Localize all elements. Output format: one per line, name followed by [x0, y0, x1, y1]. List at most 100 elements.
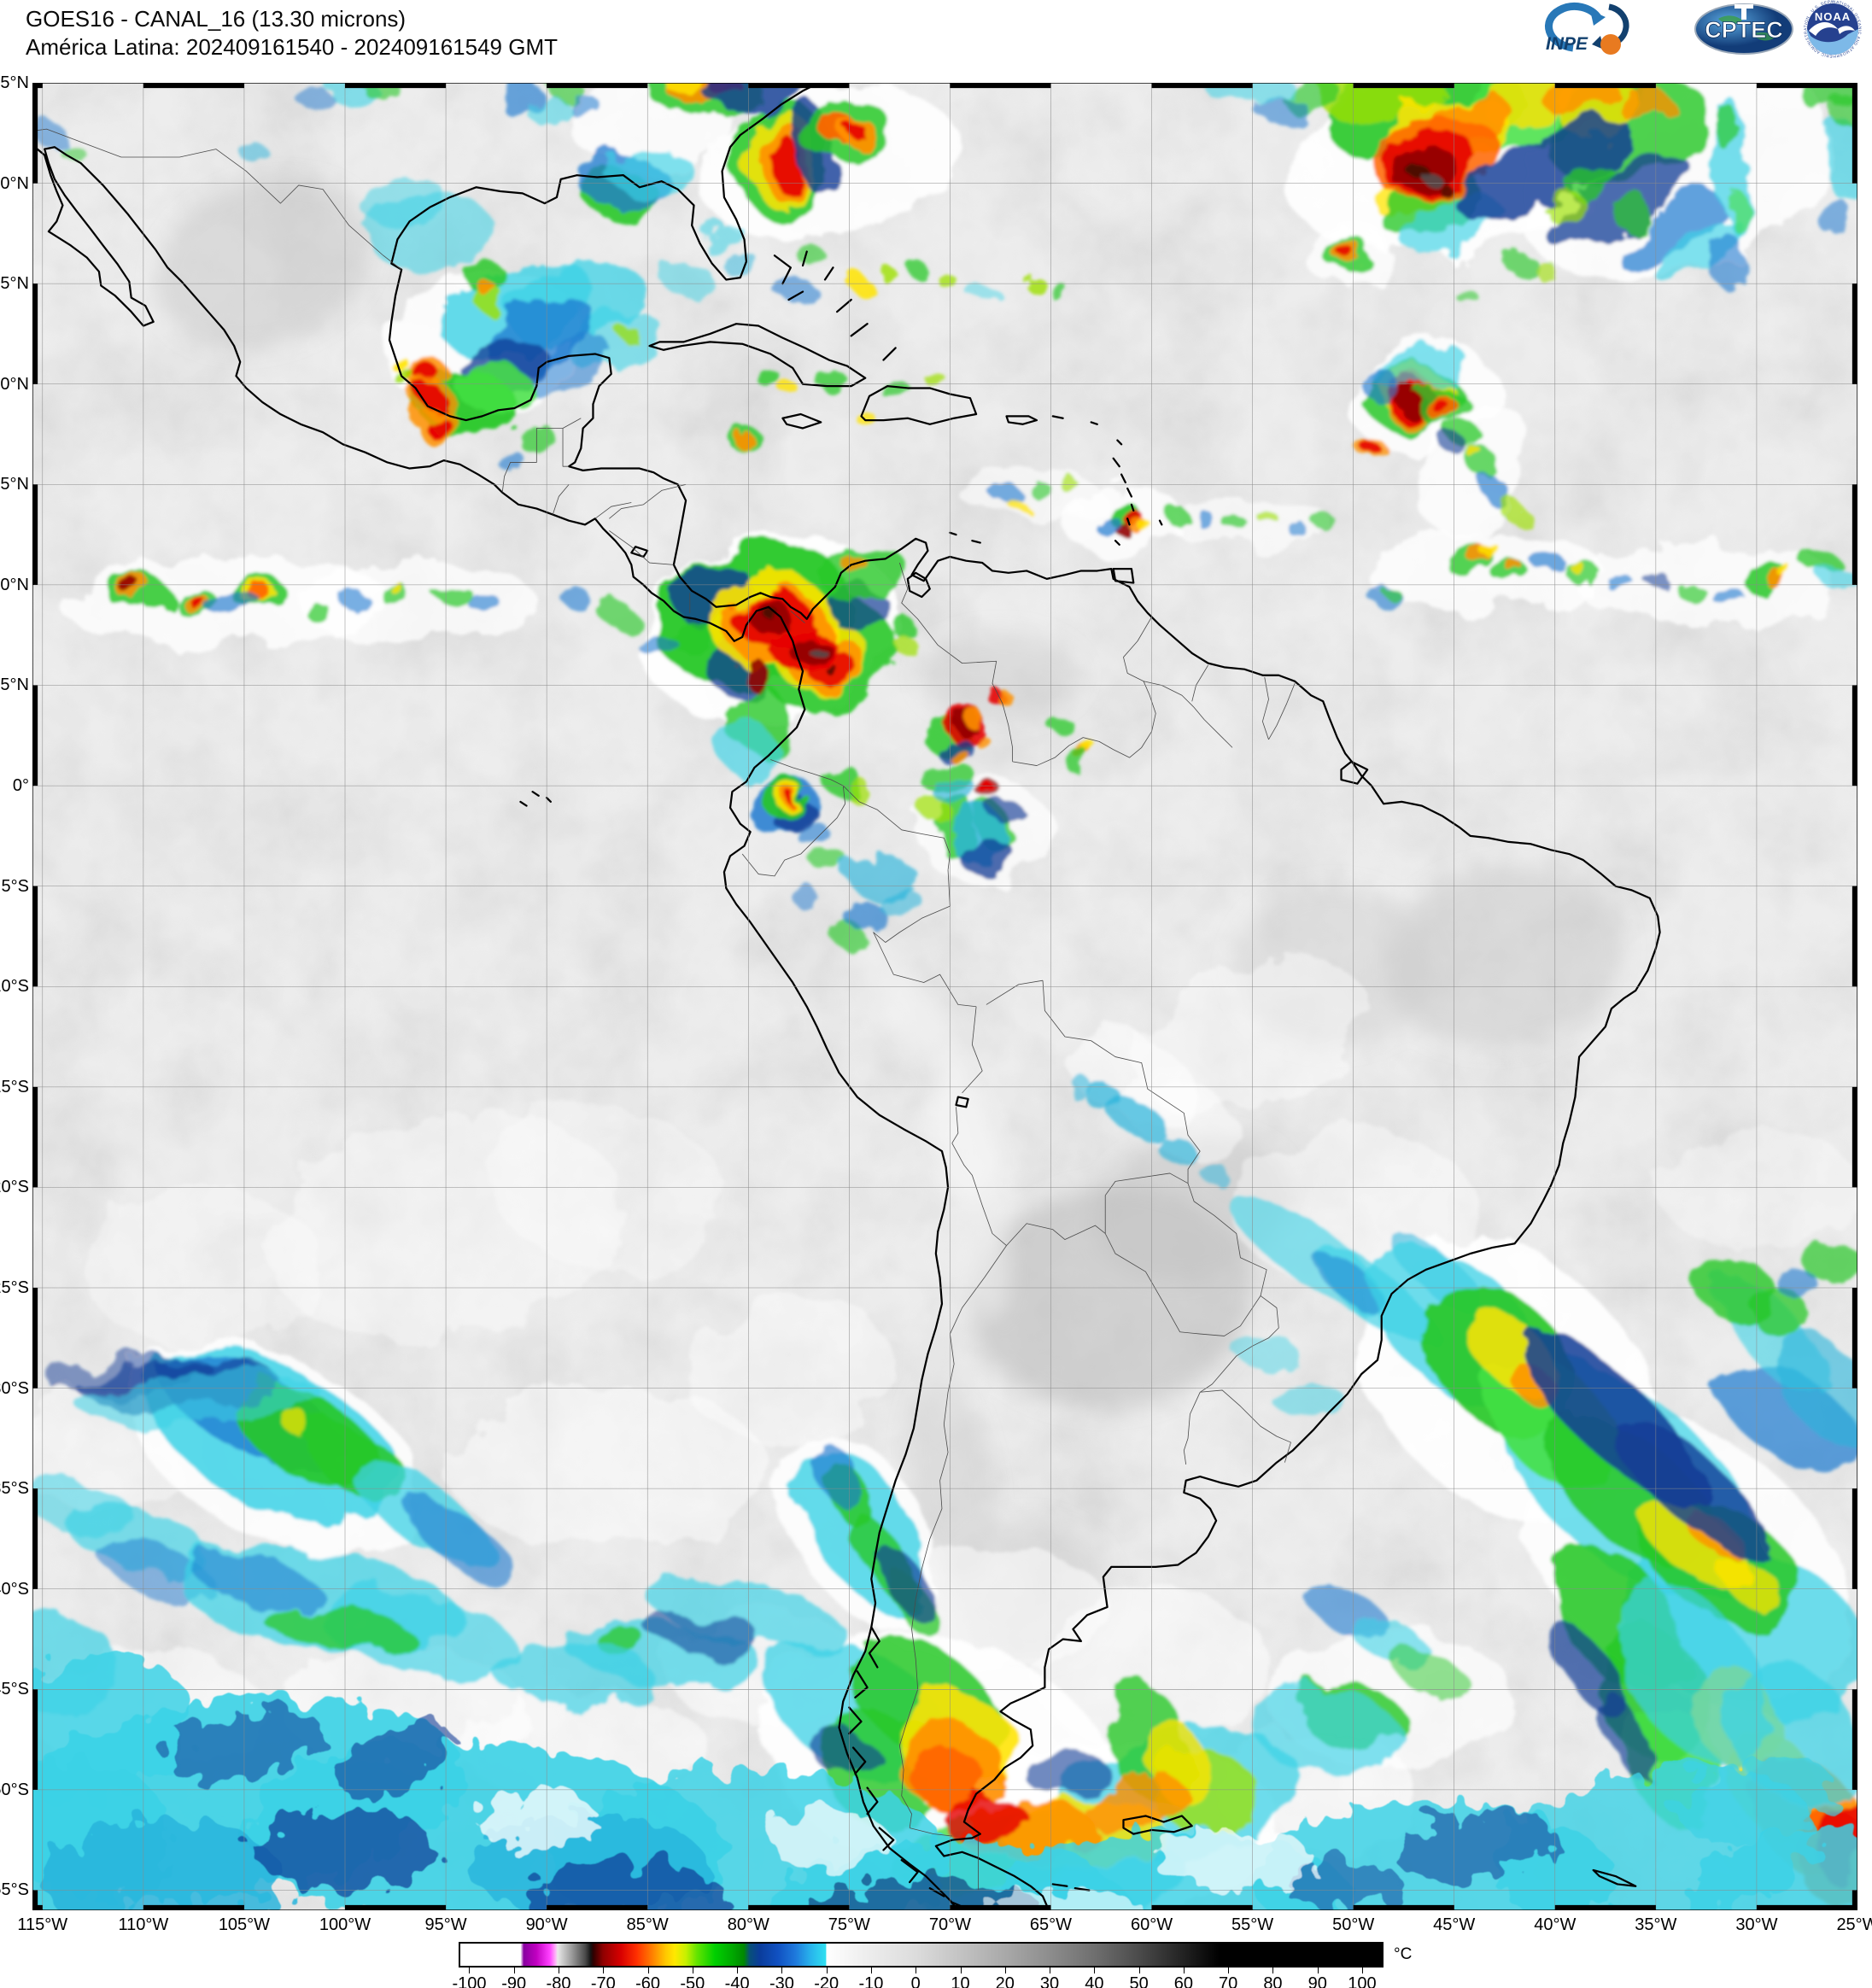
- coastline: [906, 571, 931, 599]
- colorbar-tick-label: 100: [1348, 1974, 1377, 1988]
- coastline: [773, 250, 897, 361]
- colorbar-tick: [1183, 1968, 1185, 1973]
- cloud-blob: [851, 126, 869, 141]
- cloud-blob: [1049, 284, 1069, 300]
- colorbar-tick: [781, 1968, 783, 1973]
- colorbar-tick: [737, 1968, 739, 1973]
- colorbar-tick-label: -100: [452, 1974, 487, 1988]
- cloud-blob: [1394, 1812, 1555, 1880]
- coastline: [1340, 760, 1369, 785]
- cloud-blob: [1228, 520, 1253, 537]
- cloud-blob: [566, 94, 600, 115]
- cloud-blob: [844, 901, 891, 936]
- cloud-blob: [1252, 91, 1302, 120]
- lat-label: 40°S: [0, 1579, 29, 1599]
- coastline: [949, 415, 1163, 546]
- country-border: [501, 418, 805, 623]
- lat-label: 0°: [12, 776, 29, 796]
- cloud-blob: [793, 888, 822, 909]
- cloud-blob: [340, 1722, 451, 1798]
- country-border: [986, 979, 1201, 1246]
- cloud-blob: [1439, 184, 1454, 198]
- cloud-blob: [1825, 570, 1857, 595]
- cptec-continent-icon: [1718, 15, 1742, 25]
- lon-label: 45°W: [1433, 1915, 1476, 1934]
- inpe-wordmark: INPE: [1546, 34, 1588, 54]
- cloud-blob: [424, 389, 448, 412]
- lon-label: 110°W: [118, 1915, 169, 1934]
- cptec-antenna-icon: [1741, 4, 1746, 20]
- cloud-blob: [1544, 191, 1582, 219]
- cloud-blob: [732, 430, 752, 447]
- lat-label: 35°N: [0, 73, 29, 92]
- cloud-blob: [796, 245, 826, 266]
- map-frame: [32, 83, 1857, 1910]
- colorbar-tick-label: 10: [951, 1974, 970, 1988]
- colorbar-tick: [960, 1968, 962, 1973]
- colorbar-gradient: [459, 1942, 1384, 1968]
- cloud-blob: [935, 778, 980, 810]
- cloud-blob: [877, 1547, 934, 1618]
- lon-label: 100°W: [319, 1915, 371, 1934]
- cloud-blob: [1822, 201, 1856, 242]
- cloud-blob: [496, 450, 525, 471]
- coastline: [1592, 1868, 1637, 1887]
- cloud-blob: [1028, 482, 1053, 499]
- cloud-blob: [800, 637, 817, 650]
- lat-label: 50°S: [0, 1780, 29, 1799]
- cloud-blob: [970, 287, 1003, 304]
- colorbar-tick-label: 30: [1039, 1974, 1060, 1988]
- cloud-blob: [1716, 1363, 1857, 1470]
- country-border: [741, 759, 951, 877]
- coastline: [860, 384, 978, 425]
- lon-label: 40°W: [1534, 1915, 1577, 1934]
- coastlines-and-borders: [32, 83, 1661, 1910]
- cloud-blob: [895, 634, 916, 656]
- cloud-blob: [526, 1860, 728, 1910]
- cloud-blob: [1803, 1243, 1857, 1284]
- cloud-blob: [905, 259, 927, 276]
- colorbar-tick: [1138, 1968, 1140, 1973]
- lat-label: 30°S: [0, 1378, 29, 1398]
- cloud-blob: [921, 367, 942, 384]
- cloud-blob: [1514, 568, 1531, 582]
- cloud-blob: [986, 789, 1003, 803]
- coverage-timestamp: América Latina: 202409161540 - 202409161…: [26, 34, 558, 60]
- cloud-blob: [1089, 510, 1118, 531]
- cloud-blob: [1027, 1752, 1108, 1795]
- cloud-blob: [970, 731, 986, 744]
- cloud-blob: [257, 1603, 417, 1652]
- cloud-blob: [42, 1820, 285, 1910]
- colorbar-tick: [826, 1968, 828, 1973]
- cloud-blob: [1780, 568, 1798, 582]
- cloud-blob: [1821, 120, 1857, 202]
- coastline: [955, 1096, 969, 1108]
- cloud-blob: [1425, 174, 1442, 188]
- cloud-blob: [1198, 1161, 1230, 1186]
- cloud-blob: [822, 662, 835, 673]
- lon-label: 65°W: [1029, 1915, 1073, 1934]
- cloud-blob: [763, 606, 778, 619]
- colorbar-tick-label: 0: [910, 1974, 921, 1988]
- cloud-blob: [1609, 577, 1638, 596]
- cloud-blob: [1716, 107, 1745, 155]
- colorbar-tick-label: 20: [995, 1974, 1015, 1988]
- cloud-blob: [1568, 163, 1615, 200]
- country-border: [609, 483, 687, 519]
- cloud-blob: [496, 83, 545, 114]
- coastline: [519, 791, 552, 807]
- cloud-blob: [455, 360, 529, 412]
- cloud-blob: [1361, 371, 1402, 401]
- cloud-blob: [1440, 435, 1472, 458]
- cloud-blob: [645, 1576, 844, 1650]
- cloud-blob: [996, 691, 1013, 704]
- lon-label: 60°W: [1130, 1915, 1173, 1934]
- cloud-blob: [1609, 1414, 1768, 1555]
- cloud-blob: [1474, 454, 1491, 467]
- inpe-arrowhead-icon: [1590, 10, 1606, 26]
- cloud-blob: [924, 1318, 963, 1439]
- cloud-blob: [1506, 255, 1539, 276]
- country-border: [1104, 1183, 1267, 1336]
- cloud-blob: [468, 593, 500, 613]
- cloud-blob: [411, 1502, 513, 1583]
